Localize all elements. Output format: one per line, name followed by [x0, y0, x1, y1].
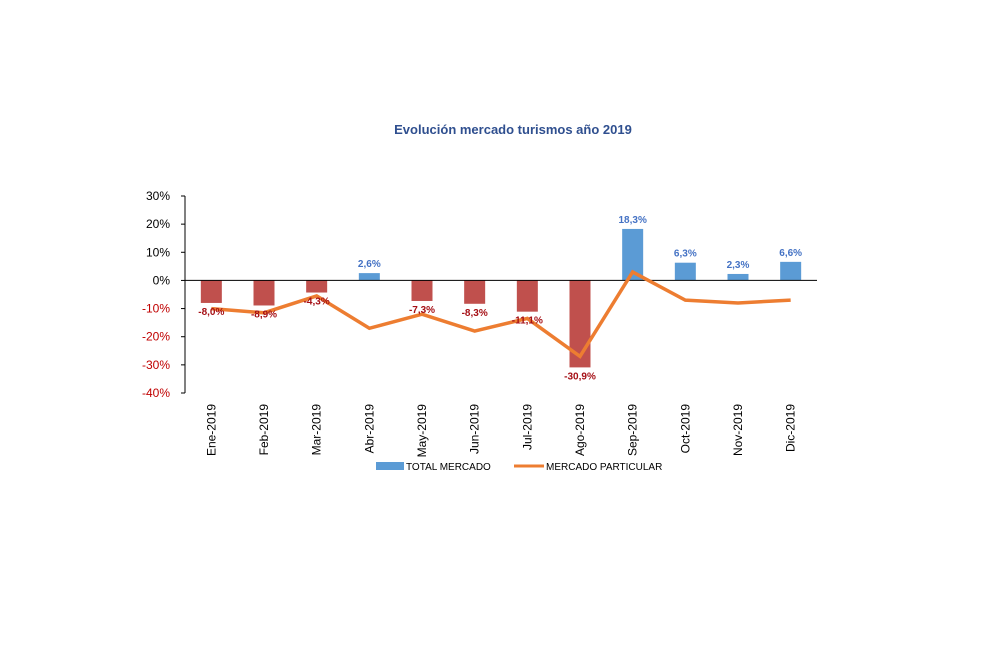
bar-total-mercado	[674, 262, 696, 281]
x-tick-label: May-2019	[415, 404, 429, 458]
bar-total-mercado	[200, 280, 222, 303]
data-label: 2,3%	[727, 260, 750, 271]
bar-total-mercado	[516, 280, 538, 312]
y-tick-label: -30%	[142, 358, 170, 372]
bar-total-mercado	[411, 280, 433, 301]
data-label: 6,6%	[779, 248, 802, 259]
x-tick-label: Jun-2019	[468, 404, 482, 454]
x-tick-label: Abr-2019	[362, 404, 376, 454]
bar-total-mercado	[780, 261, 802, 281]
legend-label-total-mercado: TOTAL MERCADO	[406, 462, 491, 473]
legend-label-mercado-particular: MERCADO PARTICULAR	[546, 462, 662, 473]
y-tick-label: 0%	[153, 273, 171, 287]
x-tick-label: Jul-2019	[520, 404, 534, 450]
y-tick-label: 20%	[146, 217, 170, 231]
legend: TOTAL MERCADO MERCADO PARTICULAR	[376, 462, 662, 473]
x-tick-label: Feb-2019	[257, 404, 271, 456]
data-label: -8,0%	[198, 307, 224, 318]
y-tick-label: -40%	[142, 386, 170, 400]
x-tick-label: Ago-2019	[573, 404, 587, 456]
y-tick-label: 30%	[146, 189, 170, 203]
bar-total-mercado	[306, 280, 328, 293]
x-axis: Ene-2019 Feb-2019 Mar-2019 Abr-2019 May-2019…	[185, 279, 817, 458]
x-tick-label: Dic-2019	[784, 404, 798, 452]
data-labels: -8,0% -8,9% -4,3% 2,6% -7,3% -8,3% -11,1% -30,9…	[198, 215, 802, 382]
x-tick-label: Ene-2019	[204, 404, 218, 456]
data-label: -8,3%	[462, 308, 488, 319]
data-label: -4,3%	[304, 297, 330, 308]
bar-total-mercado	[358, 273, 380, 281]
bar-total-mercado	[253, 280, 275, 306]
x-tick-label: Mar-2019	[310, 404, 324, 456]
data-label: -7,3%	[409, 305, 435, 316]
y-tick-label: 10%	[146, 245, 170, 259]
bar-total-mercado	[622, 228, 644, 281]
bars	[200, 228, 802, 368]
legend-swatch-total-mercado	[376, 462, 404, 470]
x-tick-label: Oct-2019	[678, 404, 692, 454]
data-label: 6,3%	[674, 249, 697, 260]
line-series	[211, 269, 791, 359]
line-mercado-particular	[211, 269, 791, 359]
data-label: 18,3%	[618, 215, 646, 226]
bar-total-mercado	[464, 280, 486, 304]
x-tick-label: Sep-2019	[626, 404, 640, 456]
y-tick-label: -10%	[142, 302, 170, 316]
data-label: -30,9%	[564, 371, 596, 382]
data-label: -11,1%	[512, 316, 543, 327]
y-tick-label: -20%	[142, 330, 170, 344]
data-label: 2,6%	[358, 259, 381, 270]
data-label: -8,9%	[251, 309, 277, 320]
bar-total-mercado	[727, 273, 749, 281]
y-axis: 30% 20% 10% 0% -10% -20% -30% -40%	[142, 189, 186, 400]
x-tick-label: Nov-2019	[731, 404, 745, 456]
chart-title: Evolución mercado turismos año 2019	[394, 122, 632, 137]
